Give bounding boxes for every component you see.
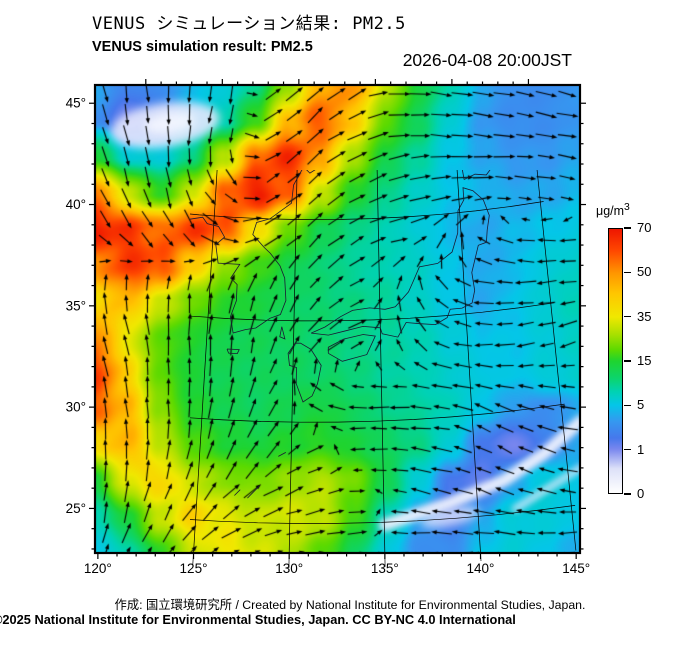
page-title-japanese: VENUS シミュレーション結果: PM2.5 xyxy=(92,14,406,34)
graticule-meridian-125 xyxy=(192,170,218,565)
x-axis-label-120: 120° xyxy=(84,561,112,576)
colorbar-label-15: 15 xyxy=(637,353,652,368)
colorbar-tick-0 xyxy=(624,493,631,495)
graticule-parallel-35 xyxy=(190,302,555,322)
coastline-14 xyxy=(144,99,252,109)
graticule-parallel-25 xyxy=(190,505,576,524)
graticule-meridian-135 xyxy=(376,170,386,567)
y-axis-label-25: 25° xyxy=(66,501,86,516)
coastline-9 xyxy=(247,486,260,499)
colorbar-unit-label: μg/m3 xyxy=(596,202,630,219)
coastline-11 xyxy=(278,452,286,457)
colorbar-label-0: 0 xyxy=(637,486,645,501)
x-axis-label-125: 125° xyxy=(180,561,208,576)
graticule-meridian-130 xyxy=(288,170,298,569)
colorbar-label-5: 5 xyxy=(637,397,645,413)
colorbar-tick-1 xyxy=(624,448,631,451)
coastline-5 xyxy=(310,187,490,338)
colorbar-unit-superscript: 3 xyxy=(624,202,630,213)
y-axis-label-40: 40° xyxy=(66,197,86,212)
y-axis-label-45: 45° xyxy=(66,96,86,111)
colorbar-tick-35 xyxy=(624,315,631,318)
coastline-0 xyxy=(190,170,316,334)
colorbar-label-35: 35 xyxy=(637,308,652,324)
y-axis-label-30: 30° xyxy=(66,400,86,415)
coastline-6 xyxy=(461,170,491,180)
x-axis-label-145: 145° xyxy=(562,561,590,576)
colorbar-tick-5 xyxy=(624,404,631,407)
map-frame xyxy=(93,83,582,555)
x-axis-label-135: 135° xyxy=(371,561,399,576)
colorbar-label-70: 70 xyxy=(637,220,652,235)
coastline-4 xyxy=(327,334,376,362)
coastline-10 xyxy=(234,489,241,496)
graticule-parallel-30 xyxy=(190,403,565,423)
copyright-line: ©2025 National Institute for Environment… xyxy=(0,612,516,627)
coastline-13 xyxy=(533,118,538,127)
graticule-meridian-140 xyxy=(456,170,482,562)
colorbar-label-1: 1 xyxy=(637,441,645,457)
map-interior-lines xyxy=(4,88,577,569)
coastline-12 xyxy=(455,320,459,325)
x-axis-label-140: 140° xyxy=(467,561,495,576)
graticule-meridian-120 xyxy=(98,88,146,556)
colorbar-tick-70 xyxy=(624,227,631,229)
coastline-7 xyxy=(226,348,240,355)
colorbar-tick-15 xyxy=(624,360,631,362)
graticule-parallel-45 xyxy=(141,100,533,118)
credit-line: 作成: 国立環境研究所 / Created by National Instit… xyxy=(114,598,586,612)
coastline-1 xyxy=(4,253,171,544)
graticule-parallel-40 xyxy=(190,201,544,220)
coastline-3 xyxy=(287,342,322,403)
coastline-8 xyxy=(279,326,286,340)
page-title-english: VENUS simulation result: PM2.5 xyxy=(92,39,313,55)
x-axis-label-130: 130° xyxy=(275,561,303,576)
pm25-colorbar xyxy=(608,228,623,494)
valid-datetime-label: 2026-04-08 20:00JST xyxy=(402,50,572,70)
y-axis-label-35: 35° xyxy=(66,298,86,313)
colorbar-tick-50 xyxy=(624,271,631,274)
colorbar-label-50: 50 xyxy=(637,264,652,280)
graticule-meridian-145 xyxy=(536,170,577,551)
coastline-2 xyxy=(101,508,138,559)
